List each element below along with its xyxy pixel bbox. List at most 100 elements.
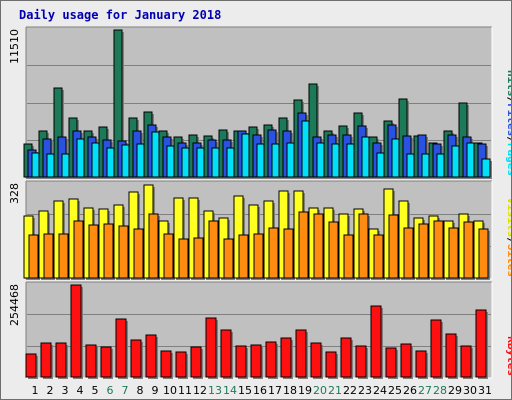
x-tick-label: 15 [238, 384, 252, 397]
panel-bottom-bar-kbytes [190, 346, 202, 378]
panel-middle-bar-sites [283, 228, 294, 279]
panel-bottom-bar-kbytes [310, 342, 322, 378]
x-tick-label: 25 [388, 384, 402, 397]
panel-bottom-bar-kbytes [265, 341, 277, 378]
panel-bottom-bar-kbytes [235, 345, 247, 378]
x-tick-label: 9 [152, 384, 159, 397]
panel-bottom-bar-kbytes [115, 318, 127, 378]
x-tick-label: 18 [283, 384, 297, 397]
panel-middle-bar-sites [298, 211, 309, 279]
panel-bottom-bar-kbytes [100, 346, 112, 378]
legend-kbytes: KBytes [505, 336, 511, 376]
x-tick-label: 7 [122, 384, 129, 397]
panel-top-max-label: 11510 [8, 29, 21, 64]
x-tick-label: 3 [62, 384, 69, 397]
x-tick-label: 13 [208, 384, 222, 397]
panel-bottom-bar-kbytes [370, 305, 382, 378]
legend-separator: / [505, 97, 511, 104]
panel-bottom-bar-kbytes [280, 337, 292, 378]
panel-middle-bar-sites [208, 220, 219, 279]
panel-middle-bar-sites [103, 223, 114, 279]
panel-bottom-bar-kbytes [475, 309, 487, 378]
panel-bottom-bar-kbytes [250, 344, 262, 378]
panel-middle-bar-sites [463, 221, 474, 279]
panel-middle-bar-sites [448, 227, 459, 279]
x-tick-label: 26 [403, 384, 417, 397]
panel-bottom-bar-kbytes [415, 350, 427, 378]
x-tick-label: 1 [32, 384, 39, 397]
panel-bottom-bar-kbytes [460, 345, 472, 378]
x-tick-label: 24 [373, 384, 387, 397]
x-tick-label: 5 [92, 384, 99, 397]
panel-middle-bar-sites [193, 237, 204, 279]
legend-sites: Sites [505, 244, 511, 277]
x-tick-label: 16 [253, 384, 267, 397]
panel-bottom-bar-kbytes [25, 353, 37, 378]
panel-middle-bar-sites [88, 224, 99, 279]
panel-middle-bar-sites [43, 233, 54, 279]
panel-middle-bar-sites [163, 233, 174, 279]
x-tick-label: 6 [107, 384, 114, 397]
legend-separator: / [505, 136, 511, 143]
x-tick-label: 12 [193, 384, 207, 397]
panel-bottom-bar-kbytes [400, 343, 412, 378]
panel-bottom-bar-kbytes [55, 342, 67, 378]
panel-bottom-bar-kbytes [325, 351, 337, 378]
panel-bottom-bar-kbytes [340, 337, 352, 378]
panel-bottom-bar-kbytes [430, 319, 442, 378]
chart-title: Daily usage for January 2018 [19, 8, 222, 22]
panel-middle-bar-sites [403, 227, 414, 279]
panel-top-bar-pages [481, 158, 491, 178]
panel-bottom-bar-kbytes [40, 342, 52, 378]
x-tick-label: 14 [223, 384, 237, 397]
x-tick-label: 8 [137, 384, 144, 397]
legend-pages: Pages [505, 143, 511, 176]
legend-files: Files [505, 103, 511, 136]
panel-bottom-bar-kbytes [70, 284, 82, 378]
panel-middle-bar-sites [343, 234, 354, 279]
panel-middle-bar-sites [178, 238, 189, 279]
panel-middle-bar-sites [118, 225, 129, 279]
x-tick-label: 2 [47, 384, 54, 397]
legend-visits: Visits [505, 198, 511, 238]
panel-bottom-bar-kbytes [130, 339, 142, 378]
x-tick-label: 11 [178, 384, 192, 397]
panel-middle-bar-sites [388, 214, 399, 279]
x-tick-label: 19 [298, 384, 312, 397]
panel-bottom-max-label: 254468 [8, 284, 21, 326]
panel-middle-bar-sites [433, 220, 444, 279]
x-tick-label: 22 [343, 384, 357, 397]
panel-middle-bar-sites [133, 228, 144, 279]
panel-middle-bar-sites [28, 234, 39, 279]
panel-middle-bar-sites [58, 233, 69, 279]
panel-bottom-bar-kbytes [85, 344, 97, 378]
panel-middle-bar-sites [373, 234, 384, 279]
panel-middle-bar-sites [223, 238, 234, 279]
panel-bottom-bar-kbytes [355, 345, 367, 378]
x-tick-label: 30 [463, 384, 477, 397]
panel-middle-bar-sites [148, 213, 159, 279]
legend-hits: Hits [505, 70, 511, 97]
panel-bottom-bar-kbytes [160, 350, 172, 378]
x-tick-label: 31 [478, 384, 492, 397]
panel-middle-bar-sites [478, 228, 489, 279]
panel-middle-bar-sites [418, 223, 429, 279]
panel-bottom-bar-kbytes [220, 329, 232, 378]
x-tick-label: 17 [268, 384, 282, 397]
panel-middle-max-label: 328 [8, 183, 21, 204]
panel-middle-bar-sites [358, 213, 369, 279]
panel-middle-bar-sites [253, 233, 264, 279]
panel-bottom-bar-kbytes [145, 334, 157, 378]
x-tick-label: 29 [448, 384, 462, 397]
x-tick-label: 21 [328, 384, 342, 397]
panel-bottom-legend: KBytes [505, 336, 511, 376]
panel-middle-bar-sites [268, 227, 279, 279]
panel-bottom-bar-kbytes [295, 329, 307, 378]
legend-separator: / [505, 237, 511, 244]
panel-bottom-bar-kbytes [385, 347, 397, 378]
panel-bottom-bar-kbytes [445, 333, 457, 378]
panel-top-legend: Hits/Files/Pages [505, 70, 511, 176]
x-tick-label: 23 [358, 384, 372, 397]
